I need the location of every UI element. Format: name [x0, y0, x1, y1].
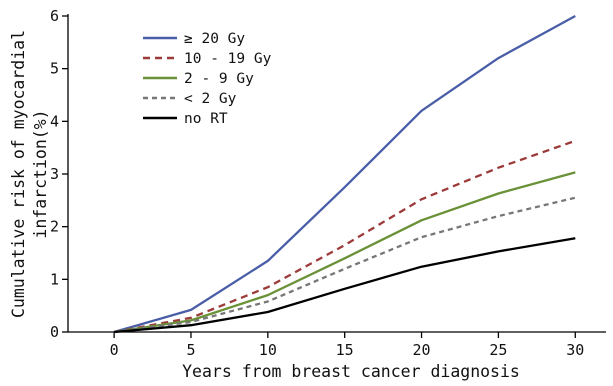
y-tick-label: 0 — [50, 323, 59, 341]
legend-label-1: ≥ 20 Gy — [184, 31, 245, 47]
series-line-1 — [113, 14, 576, 334]
series-lines — [113, 14, 576, 334]
y-tick-label: 5 — [50, 60, 59, 78]
series-line-2 — [113, 139, 576, 334]
legend: ≥ 20 Gy 10 - 19 Gy 2 - 9 Gy < 2 Gy no RT — [143, 31, 272, 127]
y-axis-title-line2: infarction(%) — [31, 109, 50, 238]
x-tick-label: 20 — [413, 341, 431, 359]
legend-label-2: 10 - 19 Gy — [184, 51, 272, 67]
legend-label-5: no RT — [184, 111, 228, 127]
y-tick-label: 3 — [50, 165, 59, 183]
legend-label-4: < 2 Gy — [184, 91, 237, 107]
y-tick-label: 2 — [50, 218, 59, 236]
legend-label-3: 2 - 9 Gy — [184, 71, 254, 87]
x-tick-label: 5 — [186, 341, 195, 359]
y-axis-ticks: 0 1 2 3 4 5 6 — [50, 7, 68, 341]
x-axis-title: Years from breast cancer diagnosis — [182, 362, 520, 381]
axes — [67, 14, 606, 333]
series-line-3 — [113, 171, 576, 334]
x-axis-ticks: 0 5 10 15 20 25 30 — [110, 332, 584, 359]
y-tick-label: 1 — [50, 270, 59, 288]
y-tick-label: 4 — [50, 112, 59, 130]
y-tick-label: 6 — [50, 7, 59, 25]
x-tick-label: 15 — [336, 341, 354, 359]
x-tick-label: 10 — [259, 341, 277, 359]
x-tick-label: 25 — [489, 341, 507, 359]
x-tick-label: 0 — [110, 341, 119, 359]
y-axis-title-line1: Cumulative risk of myocardial — [9, 30, 28, 318]
series-line-5 — [113, 237, 576, 334]
x-tick-label: 30 — [566, 341, 584, 359]
